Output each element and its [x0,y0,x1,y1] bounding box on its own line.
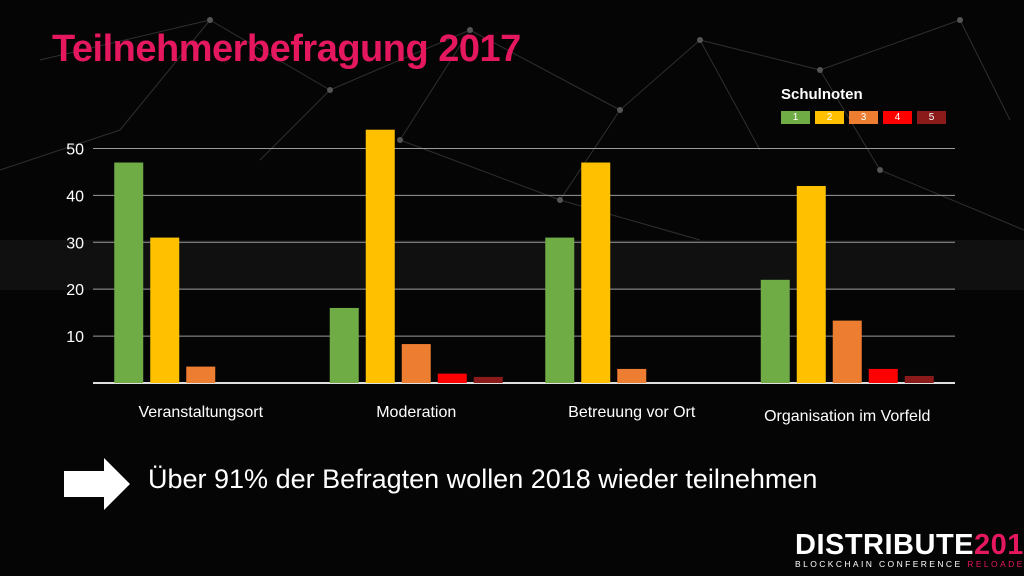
slide-title: Teilnehmerbefragung 2017 [52,28,521,70]
legend-item-1: 1 [781,111,810,124]
bar-4-note-4 [868,368,898,383]
y-tick-label: 10 [66,329,84,346]
bar-3-note-2 [581,162,611,383]
x-category-label: Veranstaltungsort [138,404,263,421]
distribute-logo: DISTRIBUTE2018 BLOCKCHAIN CONFERENCE REL… [795,530,1024,569]
bar-4-note-2 [796,185,826,383]
legend-item-2: 2 [815,111,844,124]
bar-3-note-3 [617,368,647,383]
bar-1-note-3 [186,366,216,383]
legend-item-3: 3 [849,111,878,124]
legend-item-5: 5 [917,111,946,124]
legend-title: Schulnoten [781,86,863,103]
bar-4-note-3 [832,320,862,383]
bar-4-note-1 [760,279,790,383]
arrow-right-icon [64,458,130,510]
y-tick-label: 30 [66,235,84,252]
logo-brand: DISTRIBUTE [795,529,974,561]
logo-subtitle: BLOCKCHAIN CONFERENCE [795,559,963,569]
x-category-label: Moderation [376,404,456,421]
bar-3-note-1 [545,237,575,383]
bar-2-note-4 [437,373,467,383]
bar-1-note-1 [114,162,144,383]
summary-message: Über 91% der Befragten wollen 2018 wiede… [148,464,818,494]
y-tick-label: 50 [66,141,84,158]
legend-item-4: 4 [883,111,912,124]
bar-1-note-2 [150,237,180,383]
x-category-label: Organisation im Vorfeld [764,408,930,425]
bar-4-note-5 [904,375,934,383]
logo-subtitle-accent: RELOADED [967,559,1024,569]
bar-2-note-1 [329,307,359,383]
bar-2-note-2 [365,129,395,383]
y-tick-label: 40 [66,188,84,205]
bar-2-note-3 [401,344,431,383]
logo-year: 2018 [974,529,1024,561]
x-category-label: Betreuung vor Ort [568,404,696,421]
y-tick-label: 20 [66,282,84,299]
bar-2-note-5 [473,376,503,383]
